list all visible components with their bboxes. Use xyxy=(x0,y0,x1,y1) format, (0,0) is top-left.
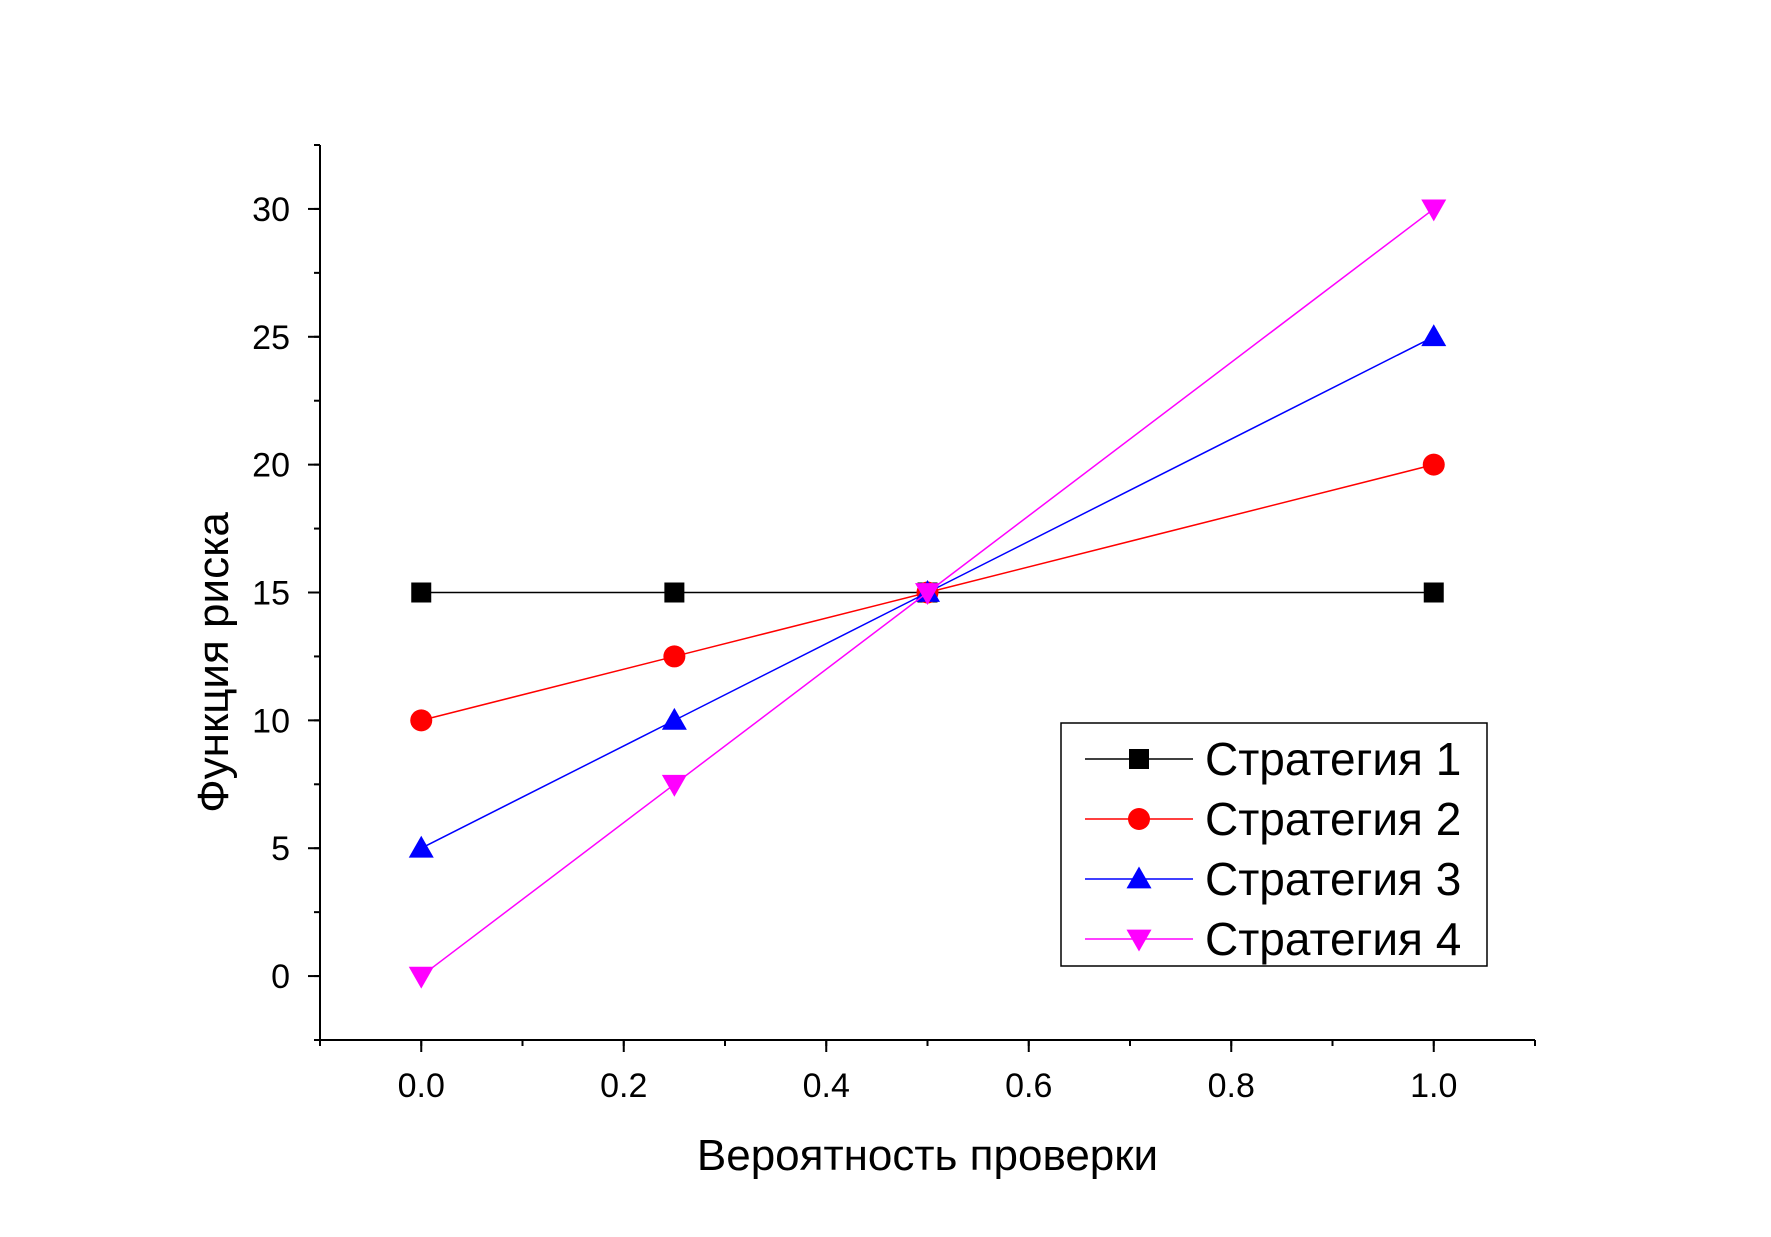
legend-label: Стратегия 3 xyxy=(1205,853,1461,905)
y-tick-label: 15 xyxy=(252,575,290,613)
x-tick-label: 1.0 xyxy=(1410,1067,1457,1105)
y-tick-label: 20 xyxy=(252,447,290,485)
series-marker-triangle-down xyxy=(1421,199,1447,222)
chart-legend: Стратегия 1 Стратегия 2 Стратегия 3 Стратег… xyxy=(1060,722,1488,967)
series-marker-circle xyxy=(1422,453,1445,476)
series-line xyxy=(420,208,1435,977)
series-line xyxy=(421,463,1434,722)
x-tick-label: 0.2 xyxy=(600,1067,647,1105)
y-axis-label: Функция риска xyxy=(189,512,238,813)
series-marker-square xyxy=(1423,582,1444,603)
legend-label: Стратегия 2 xyxy=(1205,793,1461,845)
series-4 xyxy=(408,199,1447,989)
series-marker-triangle-up xyxy=(1126,866,1152,889)
series-marker-triangle-down xyxy=(1126,929,1152,952)
series-marker-square xyxy=(1129,749,1149,769)
chart-axes: 0.0 0.2 0.4 0.6 0.8 1.0 0 5 10 15 20 25 30 xyxy=(252,144,1536,1105)
legend-item-3: Стратегия 3 xyxy=(1085,853,1461,905)
series-marker-triangle-up xyxy=(408,835,434,858)
series-marker-triangle-down xyxy=(408,966,434,989)
y-tick-label: 10 xyxy=(252,702,290,740)
legend-item-2: Стратегия 2 xyxy=(1085,793,1461,845)
series-marker-triangle-down xyxy=(915,583,940,605)
x-tick-label: 0.4 xyxy=(803,1067,850,1105)
series-line xyxy=(420,336,1435,849)
x-tick-label: 0.8 xyxy=(1208,1067,1255,1105)
series-marker-square xyxy=(411,582,432,603)
y-tick-label: 25 xyxy=(252,319,290,357)
x-tick-label: 0.6 xyxy=(1005,1067,1052,1105)
legend-item-4: Стратегия 4 xyxy=(1085,913,1461,965)
legend-item-1: Стратегия 1 xyxy=(1085,733,1461,785)
series-marker-triangle-up xyxy=(1421,324,1447,347)
chart-series xyxy=(408,199,1447,989)
y-tick-label: 5 xyxy=(271,830,290,868)
legend-label: Стратегия 1 xyxy=(1205,733,1461,785)
x-tick-label: 0.0 xyxy=(398,1067,445,1105)
series-marker-triangle-down xyxy=(661,774,687,797)
series-marker-circle xyxy=(1128,808,1150,830)
series-marker-triangle-up xyxy=(661,707,687,730)
series-marker-square xyxy=(664,582,685,603)
y-tick-label: 0 xyxy=(271,958,290,996)
y-tick-label: 30 xyxy=(252,191,290,229)
legend-label: Стратегия 4 xyxy=(1205,913,1461,965)
x-axis-label: Вероятность проверки xyxy=(697,1131,1158,1180)
series-marker-circle xyxy=(410,709,433,732)
series-marker-circle xyxy=(663,645,686,668)
